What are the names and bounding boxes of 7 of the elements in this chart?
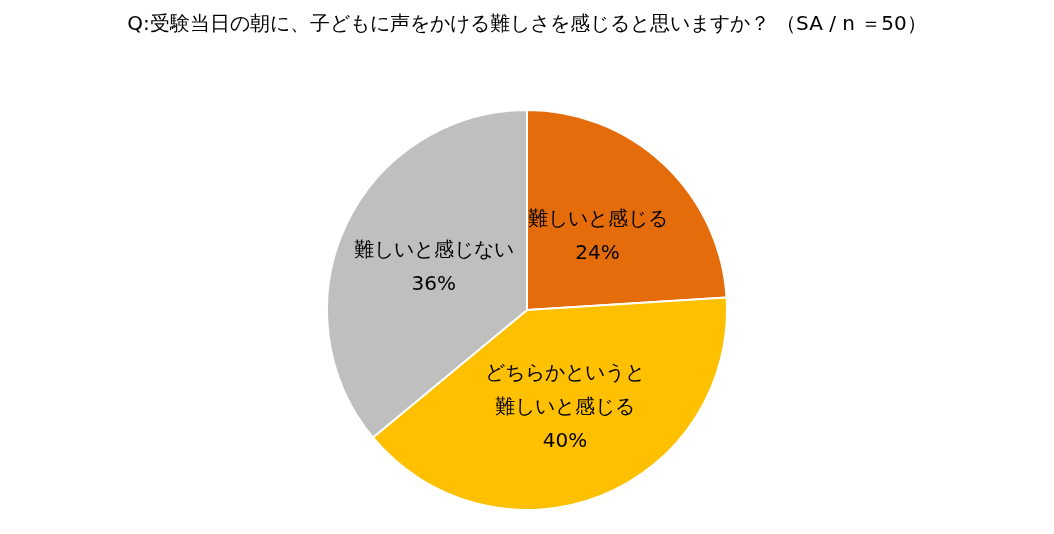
data-label: 24%: [575, 239, 620, 264]
data-label: 40%: [542, 427, 588, 452]
data-label: 36%: [411, 271, 457, 296]
slice-label: 難しいと感じない: [353, 237, 514, 262]
chart-title: Q:受験当日の朝に、子どもに声をかける難しさを感じると思いますか？ （SA / n ＝50）: [127, 11, 927, 35]
slice-label: 難しいと感じる: [527, 205, 668, 230]
slice-label: どちらかというと難しいと感じる: [484, 359, 645, 418]
